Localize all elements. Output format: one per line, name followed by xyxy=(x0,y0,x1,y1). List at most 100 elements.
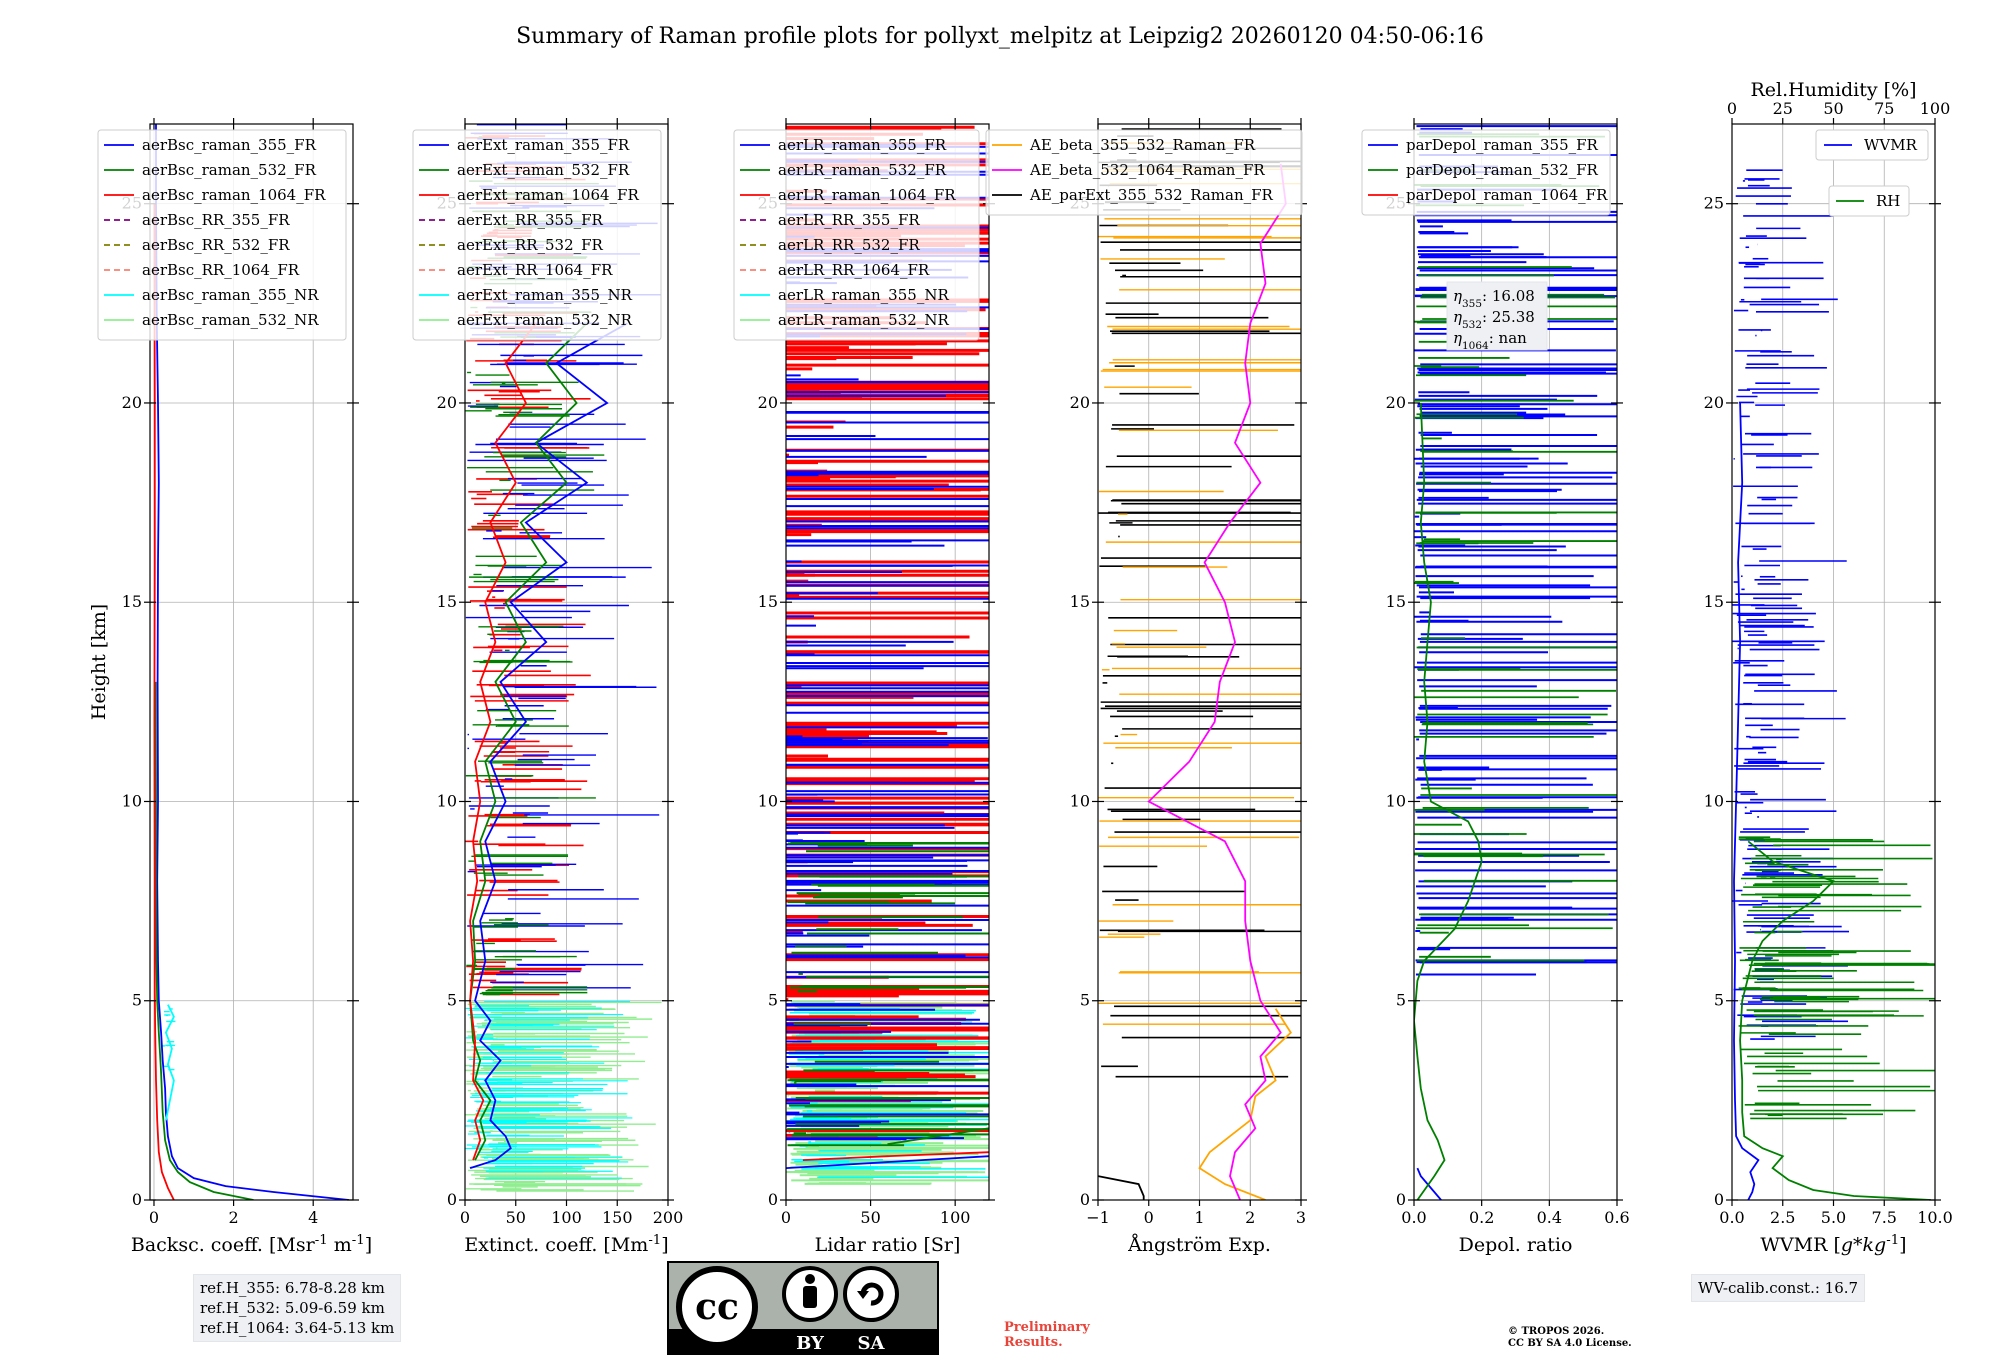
x-tick-label: 2 xyxy=(228,1208,238,1227)
lr-panel: 0510152025050100Lidar ratio [Sr]aerLR_ra… xyxy=(733,118,995,1256)
legend-entry: aerExt_raman_1064_FR xyxy=(457,186,639,204)
y-tick-label: 15 xyxy=(1070,592,1090,611)
y-tick-label: 0 xyxy=(447,1190,457,1209)
legend-entry: aerLR_raman_532_FR xyxy=(778,161,947,179)
y-tick-label: 5 xyxy=(768,991,778,1010)
series-line-WVMR xyxy=(1733,402,1760,1200)
legend-entry: aerLR_RR_355_FR xyxy=(778,211,920,229)
legend-entry: parDepol_raman_355_FR xyxy=(1406,136,1599,154)
legend-entry: WVMR xyxy=(1864,136,1918,154)
ref-height-1064: ref.H_1064: 3.64-5.13 km xyxy=(200,1319,395,1337)
y-tick-label: 25 xyxy=(1704,194,1724,213)
depol-legend: parDepol_raman_355_FR parDepol_raman_532_… xyxy=(1361,129,1611,216)
legend-entry: aerBsc_raman_532_FR xyxy=(142,161,317,179)
y-tick-label: 0 xyxy=(132,1190,142,1209)
cc-text: cc xyxy=(695,1286,739,1328)
legend-entry: aerLR_raman_355_FR xyxy=(778,136,947,154)
y-tick-label: 5 xyxy=(1714,991,1724,1010)
y-tick-label: 20 xyxy=(1070,393,1090,412)
ae-legend: AE_beta_355_532_Raman_FR AE_beta_532_1064… xyxy=(985,129,1303,216)
y-tick-label: 15 xyxy=(437,592,457,611)
legend-entry: AE_beta_355_532_Raman_FR xyxy=(1029,136,1256,154)
legend-entry: RH xyxy=(1876,192,1900,210)
prelim-line-2: Results. xyxy=(1004,1335,1063,1350)
ext-legend: aerExt_raman_355_FR aerExt_raman_532_FRae… xyxy=(412,129,662,341)
legend-entry: aerBsc_raman_355_NR xyxy=(142,286,319,304)
y-tick-label: 0 xyxy=(1080,1190,1090,1209)
x-tick-label: 0.0 xyxy=(1401,1208,1426,1227)
legend-entry: aerBsc_RR_1064_FR xyxy=(142,261,300,279)
wv-calib-const: WV-calib.const.: 16.7 xyxy=(1698,1279,1859,1297)
y-tick-label: 5 xyxy=(1396,991,1406,1010)
series-line-AE_beta_532_1064_Raman_FR xyxy=(1147,163,1287,1200)
lr-legend: aerLR_raman_355_FR aerLR_raman_532_FR aerL… xyxy=(733,129,980,341)
y-tick-label: 15 xyxy=(1704,592,1724,611)
lr-frame xyxy=(785,123,990,1201)
x-axis-label: Extinct. coeff. [Mm-1] xyxy=(464,1233,668,1257)
series-line-aerBsc_raman_355_FR xyxy=(155,124,350,1200)
top-x-tick-label: 0 xyxy=(1727,99,1737,118)
legend-entry: aerExt_RR_532_FR xyxy=(457,236,604,254)
x-tick-label: 50 xyxy=(860,1208,880,1227)
series-line-RH xyxy=(1739,840,1931,1200)
series-line-aerBsc_raman_1064_FR xyxy=(153,203,175,1200)
copyright-line-2: CC BY SA 4.0 License. xyxy=(1508,1338,1632,1349)
y-tick-label: 0 xyxy=(1714,1190,1724,1209)
x-tick-label: 100 xyxy=(940,1208,971,1227)
y-tick-label: 20 xyxy=(758,393,778,412)
top-x-tick-label: 100 xyxy=(1920,99,1951,118)
legend-box xyxy=(1828,185,1910,217)
legend-entry: aerLR_raman_355_NR xyxy=(778,286,949,304)
x-tick-label: 3 xyxy=(1296,1208,1306,1227)
y-axis-label: Height [km] xyxy=(88,604,110,720)
legend-box xyxy=(1361,129,1611,216)
y-tick-label: 10 xyxy=(1704,791,1724,810)
bsc-legend: aerBsc_raman_355_FR aerBsc_raman_532_FRae… xyxy=(97,129,347,341)
x-tick-label: 0 xyxy=(460,1208,470,1227)
depol-frame xyxy=(1413,123,1618,1201)
legend-entry: aerBsc_raman_1064_FR xyxy=(142,186,326,204)
y-tick-label: 20 xyxy=(1386,393,1406,412)
y-tick-label: 5 xyxy=(447,991,457,1010)
ref-height-532: ref.H_532: 5.09-6.59 km xyxy=(200,1299,385,1317)
y-tick-label: 5 xyxy=(132,991,142,1010)
x-tick-label: −1 xyxy=(1086,1208,1110,1227)
series-line-aerBsc_raman_532_FR xyxy=(154,681,254,1200)
by-text: BY xyxy=(796,1333,825,1354)
legend-entry: aerBsc_RR_355_FR xyxy=(142,211,290,229)
y-tick-label: 10 xyxy=(758,791,778,810)
y-tick-label: 0 xyxy=(1396,1190,1406,1209)
wvmr-data xyxy=(1732,169,1935,1200)
figure-title: Summary of Raman profile plots for polly… xyxy=(516,24,1484,49)
legend-entry: AE_beta_532_1064_Raman_FR xyxy=(1029,161,1265,179)
ae-data xyxy=(1098,128,1301,1200)
legend-box xyxy=(733,129,980,341)
y-tick-label: 20 xyxy=(1704,393,1724,412)
series-line-aerBsc_raman_355_NR xyxy=(164,1004,175,1121)
bsc-panel: 0510152025024Backsc. coeff. [Msr-1 m-1]H… xyxy=(88,118,372,1256)
x-tick-label: 0.0 xyxy=(1719,1208,1744,1227)
series-line-AE_beta_355_532_Raman_FR xyxy=(1198,1008,1292,1200)
x-axis-label: Lidar ratio [Sr] xyxy=(815,1234,961,1256)
bsc-data xyxy=(153,124,350,1200)
legend-box xyxy=(97,129,347,341)
series-line-aerLR_raman_355_FR xyxy=(786,1155,989,1169)
legend-entry: aerExt_raman_532_FR xyxy=(457,161,630,179)
legend-entry: aerBsc_RR_532_FR xyxy=(142,236,290,254)
y-tick-label: 15 xyxy=(758,592,778,611)
y-tick-label: 0 xyxy=(768,1190,778,1209)
x-axis-label: Depol. ratio xyxy=(1459,1234,1573,1256)
y-tick-label: 5 xyxy=(1080,991,1090,1010)
legend-box xyxy=(412,129,662,341)
wvmr-legend: WVMR RH xyxy=(1815,129,1929,217)
legend-entry: aerExt_RR_1064_FR xyxy=(457,261,613,279)
reference-height-box: ref.H_355: 6.78-8.28 km ref.H_532: 5.09-… xyxy=(193,1274,402,1342)
prelim-line-1: Preliminary xyxy=(1004,1320,1090,1335)
cc-by-sa-license-icon: cc BY SA xyxy=(667,1261,939,1355)
legend-entry: aerExt_RR_355_FR xyxy=(457,211,604,229)
sa-text: SA xyxy=(858,1333,886,1354)
x-axis-label: Backsc. coeff. [Msr-1 m-1] xyxy=(131,1233,372,1257)
